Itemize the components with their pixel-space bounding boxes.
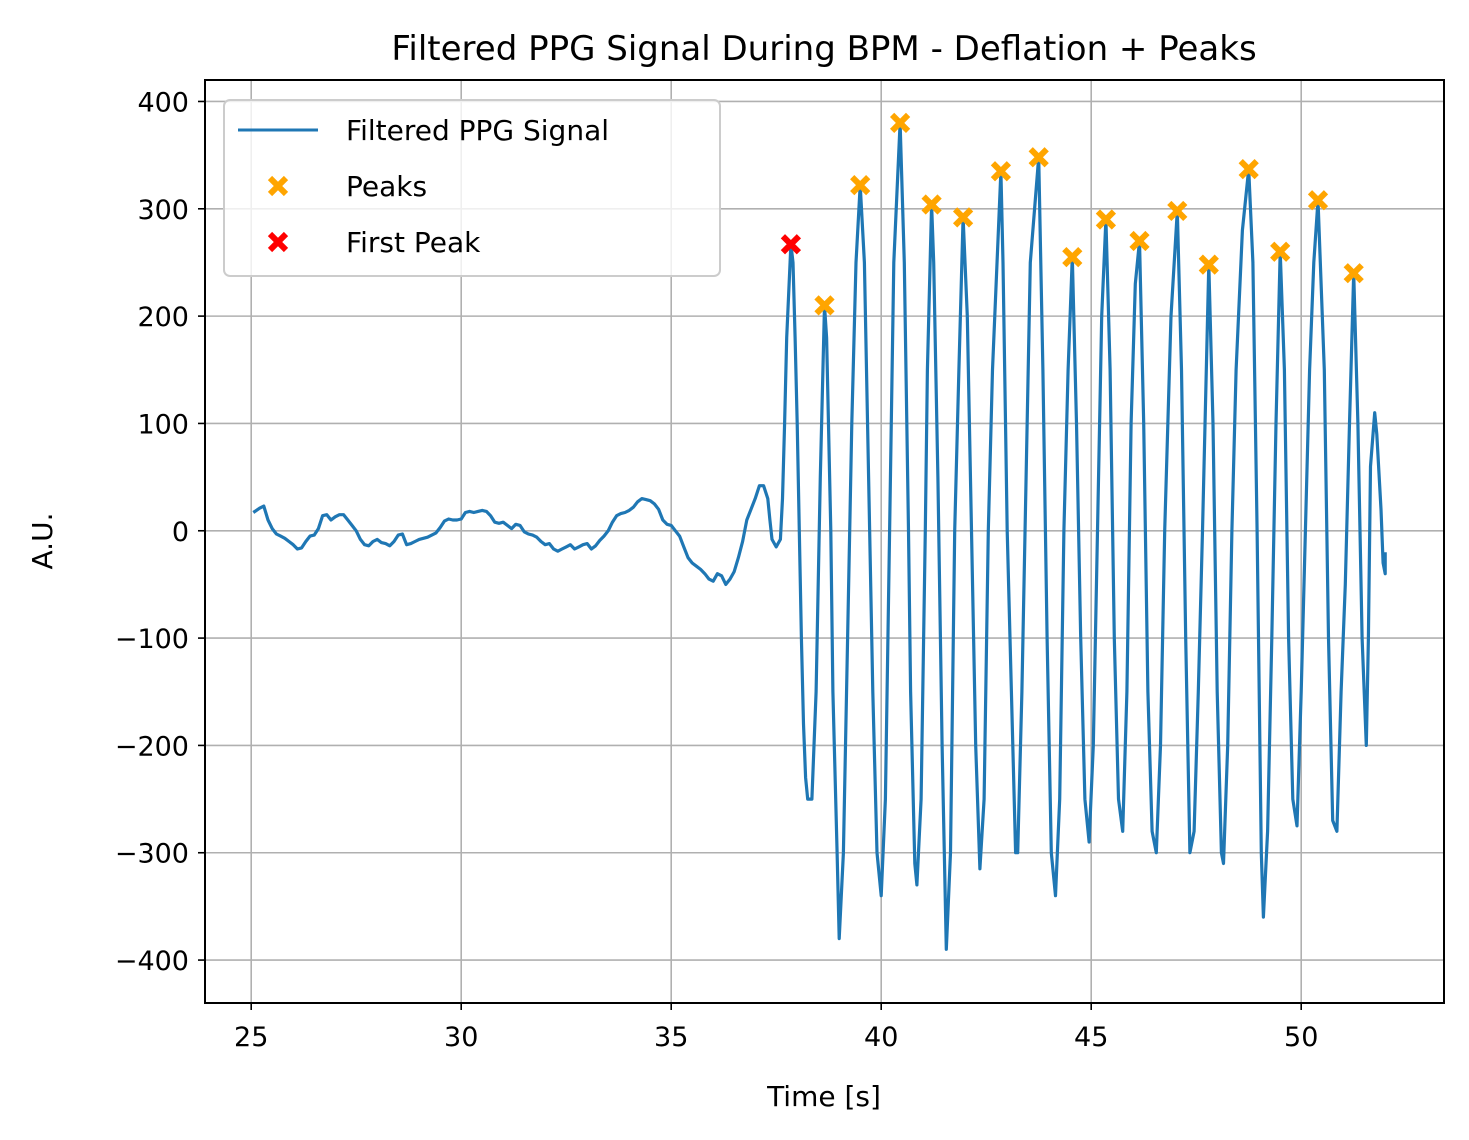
peak-marker [1028, 147, 1049, 168]
y-axis-label: A.U. [26, 513, 59, 570]
legend-peaks-marker [267, 175, 289, 197]
peak-marker [814, 295, 835, 316]
legend-first-peak-marker [267, 231, 289, 253]
y-tick-label: 200 [137, 302, 189, 333]
y-tick-label: −100 [115, 624, 189, 655]
plot-frame [204, 79, 1445, 1004]
y-tick-label: 400 [137, 87, 189, 118]
legend-peaks-x [267, 175, 289, 197]
peak-marker [850, 175, 871, 196]
y-tick-label: 100 [137, 409, 189, 440]
ppg-signal-line [252, 121, 1387, 951]
axis-ticks: 25 30 35 40 45 50 400 300 200 100 0 −100 −200 −300 −40… [115, 87, 1319, 1053]
peak-marker [990, 161, 1012, 182]
x-tick-label: 30 [444, 1022, 478, 1053]
y-tick-label: 300 [137, 195, 189, 226]
x-tick-label: 25 [234, 1022, 268, 1053]
peak-marker [889, 112, 911, 134]
legend-label-first-peak: First Peak [346, 226, 481, 259]
peak-marker [1129, 230, 1150, 252]
peak-marker [1238, 158, 1259, 180]
y-tick-label: −400 [115, 946, 189, 977]
peak-marker [1095, 209, 1117, 230]
legend: Filtered PPG Signal Peaks First Peak [223, 99, 721, 277]
x-tick-label: 45 [1074, 1022, 1108, 1053]
legend-label-signal: Filtered PPG Signal [346, 114, 609, 147]
y-tick-label: −300 [115, 839, 189, 870]
y-tick-label: 0 [172, 517, 189, 548]
x-axis-label: Time [s] [766, 1080, 881, 1113]
peak-marker [1167, 200, 1188, 222]
peak-marker [1270, 241, 1291, 262]
peak-marker [1198, 254, 1219, 275]
series-layer [252, 112, 1387, 951]
y-tick-label: −200 [115, 731, 189, 762]
first-peak-marker [780, 234, 802, 255]
peak-marker [1343, 263, 1364, 284]
x-tick-label: 35 [654, 1022, 688, 1053]
peak-marker [952, 207, 974, 228]
peak-marker [1307, 190, 1329, 211]
peak-marker [1062, 246, 1083, 268]
x-tick-label: 40 [864, 1022, 898, 1053]
legend-box [223, 99, 721, 277]
peak-marker [921, 194, 942, 215]
chart-title: Filtered PPG Signal During BPM - Deflati… [391, 29, 1256, 69]
x-tick-label: 50 [1284, 1022, 1318, 1053]
legend-label-peaks: Peaks [346, 170, 427, 203]
legend-first-peak-x [267, 231, 289, 253]
